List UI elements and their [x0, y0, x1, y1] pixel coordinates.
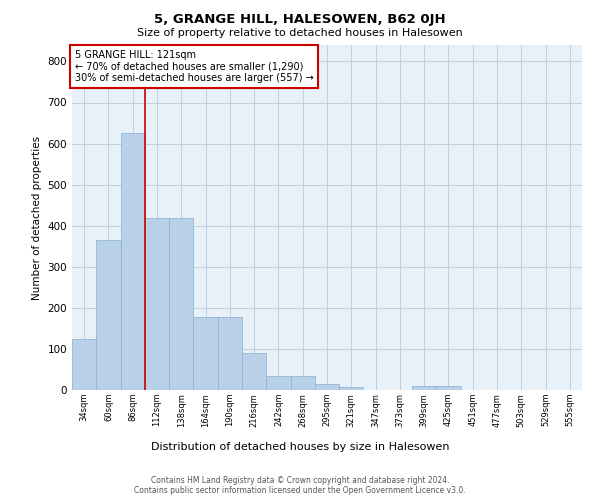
- Text: 5, GRANGE HILL, HALESOWEN, B62 0JH: 5, GRANGE HILL, HALESOWEN, B62 0JH: [154, 12, 446, 26]
- Bar: [72, 338, 96, 390]
- Bar: [121, 134, 145, 390]
- Bar: [315, 384, 339, 390]
- Bar: [436, 386, 461, 390]
- Text: Distribution of detached houses by size in Halesowen: Distribution of detached houses by size …: [151, 442, 449, 452]
- Text: Contains HM Land Registry data © Crown copyright and database right 2024.
Contai: Contains HM Land Registry data © Crown c…: [134, 476, 466, 495]
- Bar: [193, 317, 218, 390]
- Bar: [169, 218, 193, 390]
- Bar: [96, 240, 121, 390]
- Bar: [218, 317, 242, 390]
- Bar: [242, 353, 266, 390]
- Bar: [290, 376, 315, 390]
- Text: Size of property relative to detached houses in Halesowen: Size of property relative to detached ho…: [137, 28, 463, 38]
- Bar: [339, 387, 364, 390]
- Bar: [412, 386, 436, 390]
- Bar: [145, 218, 169, 390]
- Y-axis label: Number of detached properties: Number of detached properties: [32, 136, 42, 300]
- Text: 5 GRANGE HILL: 121sqm
← 70% of detached houses are smaller (1,290)
30% of semi-d: 5 GRANGE HILL: 121sqm ← 70% of detached …: [74, 50, 313, 84]
- Bar: [266, 376, 290, 390]
